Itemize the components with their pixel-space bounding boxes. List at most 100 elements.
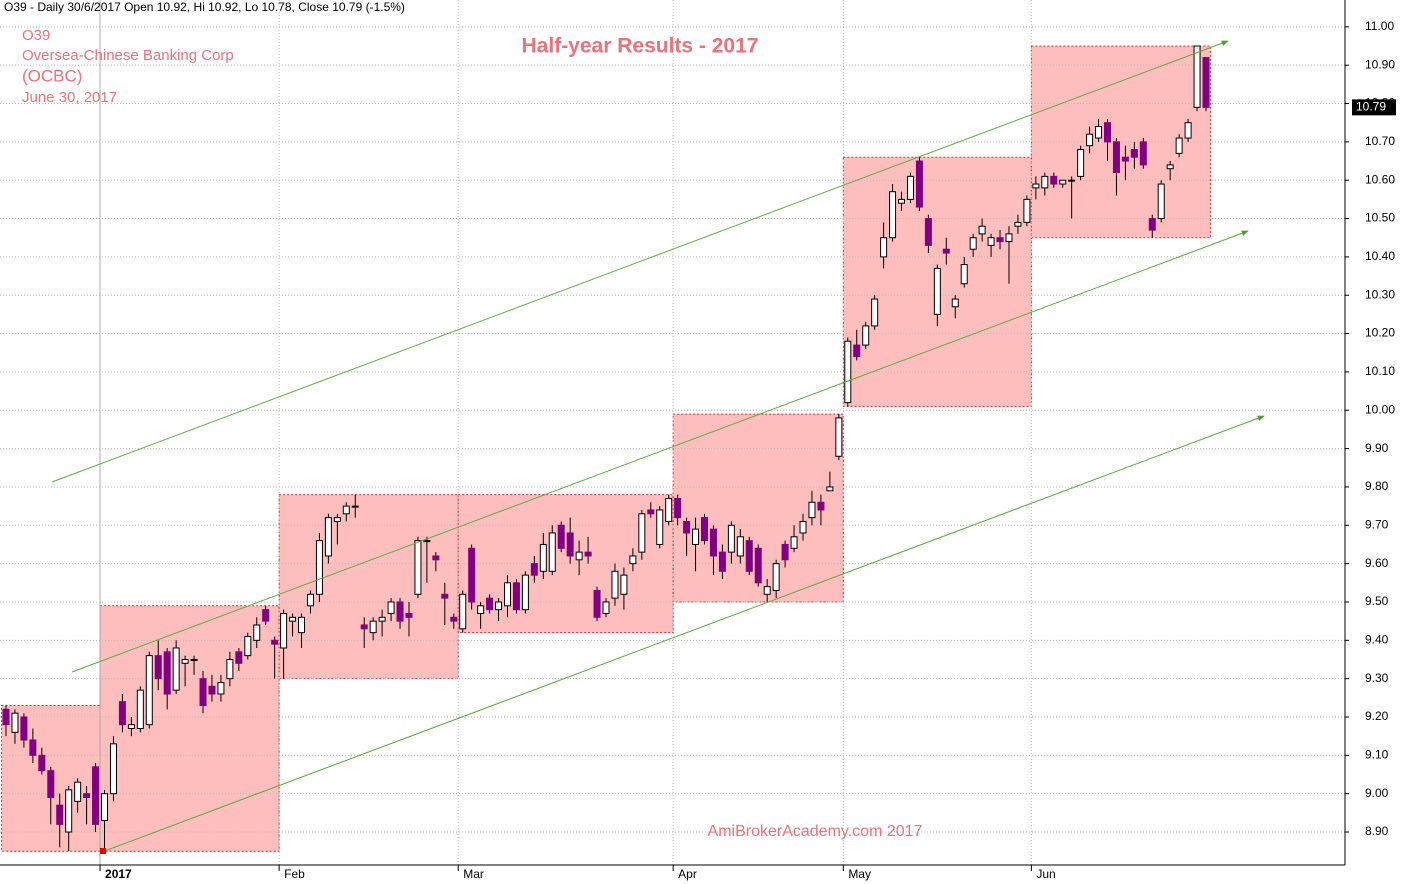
candle-body — [593, 589, 601, 618]
candle-body — [1005, 233, 1013, 243]
candle-body — [181, 658, 189, 664]
candle-body — [692, 528, 700, 545]
candle-body — [253, 624, 261, 641]
candle-body — [718, 551, 726, 572]
month-range — [99, 605, 280, 852]
candle-body — [969, 237, 977, 250]
month-range — [278, 494, 459, 680]
y-tick-label: 9.50 — [1365, 594, 1389, 608]
candle-body — [933, 267, 941, 315]
candle-body — [575, 551, 583, 561]
trend-lines — [51, 40, 1265, 853]
candle-body — [280, 612, 288, 649]
candle-body — [503, 582, 511, 607]
candle-body — [557, 524, 565, 549]
candle-body — [566, 532, 574, 557]
candle-body — [333, 517, 341, 522]
candle-body — [387, 601, 395, 614]
candle-body — [530, 563, 538, 576]
candle-body — [1050, 175, 1058, 185]
trend-line — [51, 40, 1229, 483]
y-tick-label: 10.10 — [1365, 364, 1395, 378]
candle-body — [1184, 122, 1192, 139]
candle-body — [736, 536, 744, 557]
candle-body — [1103, 122, 1111, 143]
candle-body — [459, 593, 467, 630]
candle-body — [727, 524, 735, 553]
candle-body — [20, 716, 28, 741]
candle-body — [862, 325, 870, 346]
candle-body — [754, 547, 762, 584]
candle-body — [1041, 175, 1049, 189]
candle-body — [271, 639, 279, 645]
candle-body — [745, 540, 753, 572]
candle-body — [808, 501, 816, 519]
y-tick-label: 9.60 — [1365, 556, 1389, 570]
candle-body — [38, 754, 46, 772]
candle-body — [29, 739, 37, 756]
candle-body — [781, 543, 789, 561]
candle-body — [960, 264, 968, 285]
candle-body — [262, 609, 270, 622]
candle-body — [1148, 218, 1156, 231]
candle-body — [1068, 179, 1076, 182]
candle-body — [315, 540, 323, 595]
candle-body — [298, 616, 306, 634]
y-tick-label: 8.90 — [1365, 824, 1389, 838]
candle-body — [1077, 149, 1085, 177]
candle-body — [136, 689, 144, 730]
company: Oversea-Chinese Banking Corp — [22, 47, 234, 64]
candle-body — [665, 497, 673, 522]
candle-body — [996, 237, 1004, 243]
candle-body — [163, 651, 171, 695]
candle-body — [1193, 45, 1201, 108]
y-tick-label: 9.80 — [1365, 479, 1389, 493]
candle-body — [208, 685, 216, 695]
candle-body — [396, 601, 404, 622]
candle-body — [638, 513, 646, 553]
candle-body — [512, 582, 520, 611]
candle-body — [987, 237, 995, 246]
candle-body — [92, 766, 100, 825]
candle-body — [83, 793, 91, 799]
x-tick-label: May — [848, 867, 871, 881]
candle-body — [109, 743, 117, 795]
x-tick-label: Jun — [1036, 867, 1055, 881]
y-tick-label: 10.50 — [1365, 211, 1395, 225]
candle-body — [835, 417, 843, 457]
candle-body — [342, 505, 350, 515]
chart-title: Half-year Results - 2017 — [522, 35, 759, 58]
candle-body — [154, 655, 162, 680]
candle-body — [74, 781, 82, 802]
candle-body — [1032, 183, 1040, 189]
candle-body — [217, 681, 225, 695]
candle-body — [1059, 179, 1067, 185]
candle-body — [441, 593, 449, 599]
candle-body — [324, 517, 332, 557]
candle-body — [405, 612, 413, 618]
month-range — [457, 494, 674, 634]
candle-body — [378, 616, 386, 622]
candle-body — [629, 555, 637, 565]
short-name: (OCBC) — [22, 66, 82, 85]
candle-body — [1086, 133, 1094, 147]
trend-line — [71, 230, 1249, 673]
x-tick-label: Feb — [284, 867, 305, 881]
candle-body — [306, 593, 314, 607]
candle-body — [683, 520, 691, 534]
candle-body — [763, 586, 771, 595]
candle-body — [226, 658, 234, 680]
candle-body — [1130, 149, 1138, 158]
candle-body — [674, 497, 682, 519]
candle-body — [817, 501, 825, 511]
candle-body — [477, 605, 485, 614]
y-tick-label: 10.60 — [1365, 172, 1395, 186]
candle-body — [620, 574, 628, 595]
candle-body — [1202, 57, 1210, 108]
x-tick-label: Apr — [678, 867, 697, 881]
candle-body — [127, 724, 135, 730]
y-tick-label: 9.70 — [1365, 517, 1389, 531]
candle-body — [898, 198, 906, 204]
last-price: 10.79 — [1356, 100, 1386, 114]
